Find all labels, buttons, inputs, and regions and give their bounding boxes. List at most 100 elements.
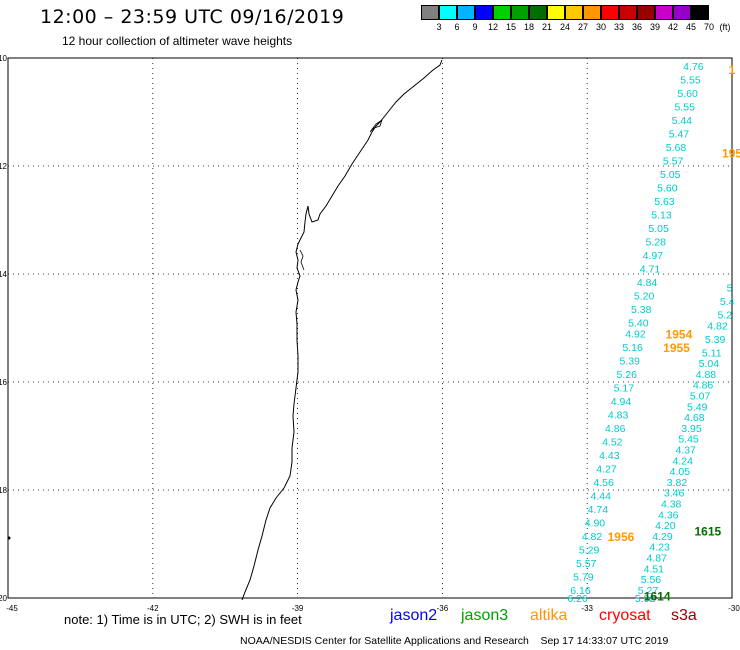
- pass-time-label: 1955: [663, 341, 690, 355]
- wave-height-label: 5.47: [669, 129, 690, 141]
- legend-tick-label: 12: [487, 22, 499, 32]
- wave-height-label: 3.82: [667, 477, 688, 489]
- wave-height-label: 4.94: [611, 396, 632, 408]
- grid-lines: [8, 58, 732, 598]
- wave-height-label: 5.40: [628, 318, 649, 330]
- x-axis-label: -42: [147, 604, 159, 613]
- legend-tick-label: 27: [577, 22, 589, 32]
- wave-height-label: 3.95: [681, 423, 702, 435]
- legend-swatch: [528, 5, 547, 20]
- wave-height-label: 5.4: [720, 296, 735, 308]
- y-axis-label: -16: [0, 378, 8, 387]
- pass-time-label: 1614: [644, 589, 671, 603]
- wave-height-label: 5.16: [622, 342, 643, 354]
- wave-height-label: 4.51: [644, 563, 665, 575]
- x-axis-label: -39: [292, 604, 304, 613]
- coast-island: [369, 119, 383, 133]
- wave-height-label: 4.74: [588, 504, 609, 516]
- legend-swatch: [636, 5, 655, 20]
- wave-height-label: 4.97: [643, 250, 664, 262]
- wave-height-label: 5: [727, 283, 733, 295]
- legend-tick-label: 3: [436, 22, 442, 32]
- legend-tick-label: 30: [595, 22, 607, 32]
- wave-height-label: 5.55: [680, 75, 701, 87]
- satellite-label-s3a: s3a: [671, 607, 697, 624]
- legend-tick-label: 15: [505, 22, 517, 32]
- wave-height-label: 6.16: [570, 585, 591, 597]
- legend-tick-label: 42: [667, 22, 679, 32]
- wave-height-label: 4.56: [593, 477, 614, 489]
- y-axis-label: -14: [0, 270, 8, 279]
- wave-height-label: 5.57: [576, 558, 597, 570]
- legend-swatch: [546, 5, 565, 20]
- wave-height-label: 4.90: [585, 517, 606, 529]
- legend-swatch: [492, 5, 511, 20]
- wave-height-label: 5.28: [646, 237, 667, 249]
- map-subtitle: 12 hour collection of altimeter wave hei…: [62, 34, 293, 48]
- wave-height-label: 5.57: [663, 156, 684, 168]
- wave-height-label: 4.29: [652, 531, 673, 543]
- satellite-label-jason2: jason2: [390, 607, 438, 624]
- axis-labels: -10 -12 -14 -16 -18 -20-45 -42 -39 -36 -33 -30: [0, 54, 740, 613]
- legend-tick-label: 33: [613, 22, 625, 32]
- wave-height-label: 4.23: [649, 542, 670, 554]
- y-axis-label: -18: [0, 486, 8, 495]
- legend-tick-label: 6: [454, 22, 460, 32]
- satellite-label-altika: altika: [530, 607, 568, 624]
- wave-height-label: 4.44: [590, 490, 611, 502]
- wave-height-label: 5.79: [573, 571, 594, 583]
- wave-height-label: 5.60: [677, 88, 698, 100]
- legend-tick-label: 45: [685, 22, 697, 32]
- satellite-label-jason3: jason3: [461, 607, 509, 624]
- x-axis-label: -33: [581, 604, 593, 613]
- legend-tick-label: 21: [541, 22, 553, 32]
- wave-height-label: 5.11: [702, 347, 722, 359]
- wave-height-label: 5.92: [635, 593, 656, 605]
- wave-height-label: 4.27: [596, 463, 617, 475]
- map-frame: [7, 57, 733, 599]
- legend-tick-label: 70: [703, 22, 715, 32]
- pass-time-label: 1954: [666, 327, 693, 341]
- wave-height-label: 5.29: [579, 544, 600, 556]
- wave-height-label: 5.38: [631, 304, 652, 316]
- y-axis-label: -20: [0, 594, 8, 603]
- x-axis-label: -30: [728, 604, 740, 613]
- wave-height-label: 5.44: [672, 115, 693, 127]
- wave-height-label: 4.86: [693, 380, 714, 392]
- wave-height-label: 5.60: [657, 183, 678, 195]
- wave-height-label: 4.52: [602, 436, 623, 448]
- wave-height-label: 5.49: [687, 401, 708, 413]
- wave-height-label: 5.07: [690, 391, 711, 403]
- note-text: note: 1) Time is in UTC; 2) SWH is in fe…: [64, 612, 302, 627]
- wave-height-label: 4.87: [646, 553, 667, 565]
- wave-height-label: 5.56: [641, 574, 662, 586]
- wave-height-label: 5.13: [651, 210, 672, 222]
- wave-height-label: 5.63: [654, 196, 675, 208]
- legend-swatch: [456, 5, 475, 20]
- wave-height-label: 5.05: [648, 223, 669, 235]
- wave-height-label: 5.05: [660, 169, 681, 181]
- coastline: [7, 59, 443, 601]
- wave-height-label: 5.04: [699, 358, 720, 370]
- coast-inlet: [299, 249, 305, 271]
- legend-swatch: [474, 5, 493, 20]
- wave-height-label: 4.92: [625, 328, 646, 340]
- wave-height-label: 6.26: [567, 593, 588, 605]
- color-legend: [421, 5, 709, 20]
- wave-height-label: 4.38: [661, 499, 682, 511]
- legend-unit: (ft): [719, 22, 731, 32]
- legend-swatch: [510, 5, 529, 20]
- legend-swatch: [600, 5, 619, 20]
- track-labels: 4.765.555.605.555.445.475.685.575.055.60…: [567, 61, 734, 605]
- wave-height-label: 5.45: [678, 434, 699, 446]
- wave-height-label: 4.24: [673, 455, 694, 467]
- legend-swatch: [618, 5, 637, 20]
- wave-height-label: 4.37: [675, 445, 696, 457]
- pass-time-label: 195: [722, 147, 740, 161]
- footer-credit: NOAA/NESDIS Center for Satellite Applica…: [240, 635, 669, 647]
- x-axis-label: -45: [6, 604, 18, 613]
- pass-time-label: 1: [729, 63, 736, 77]
- legend-swatch: [690, 5, 709, 20]
